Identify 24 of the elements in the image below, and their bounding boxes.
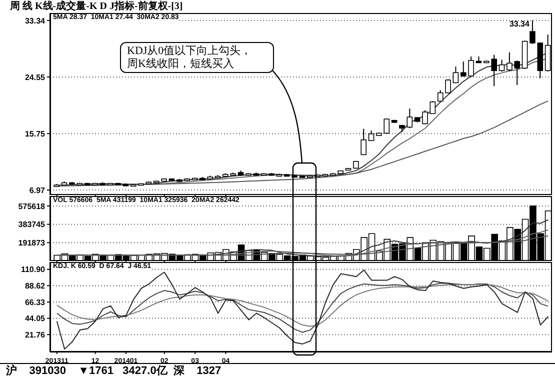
y-tick-label: 6.97 (29, 186, 46, 195)
candlestick (368, 130, 374, 142)
candlestick (498, 59, 505, 72)
candlestick (422, 110, 428, 125)
y-tick-label: 66.33 (24, 298, 46, 307)
y-tick-label: 21.76 (24, 330, 46, 340)
annotation: 33.34 (509, 19, 530, 28)
callout-box: KDJ从0值以下向上勾头，周K线收阳，短线买入 (120, 42, 274, 73)
candlestick (360, 128, 367, 156)
candlestick (430, 100, 436, 114)
text: 沪 391030 ▼1761 3427.0亿 深 1327 (6, 365, 222, 377)
candlestick (406, 108, 413, 129)
y-tick-label: 15.75 (24, 129, 46, 138)
y-tick-label: 44.05 (24, 314, 46, 324)
line-series (56, 235, 549, 256)
y-tick-label: 110.90 (20, 265, 46, 274)
y-tick-label: 575618 (18, 202, 46, 211)
candlestick (452, 66, 459, 84)
y-tick-label: 33.34 (24, 16, 46, 26)
y-tick-label: 24.55 (24, 72, 46, 82)
y-tick-label: 88.62 (24, 282, 46, 291)
y-tick-label: 383745 (18, 220, 46, 230)
chart-title: 周 线 K线-成交量-K D J指标-前复权-[3] (10, 0, 183, 13)
y-tick-label: 191873 (18, 238, 46, 248)
